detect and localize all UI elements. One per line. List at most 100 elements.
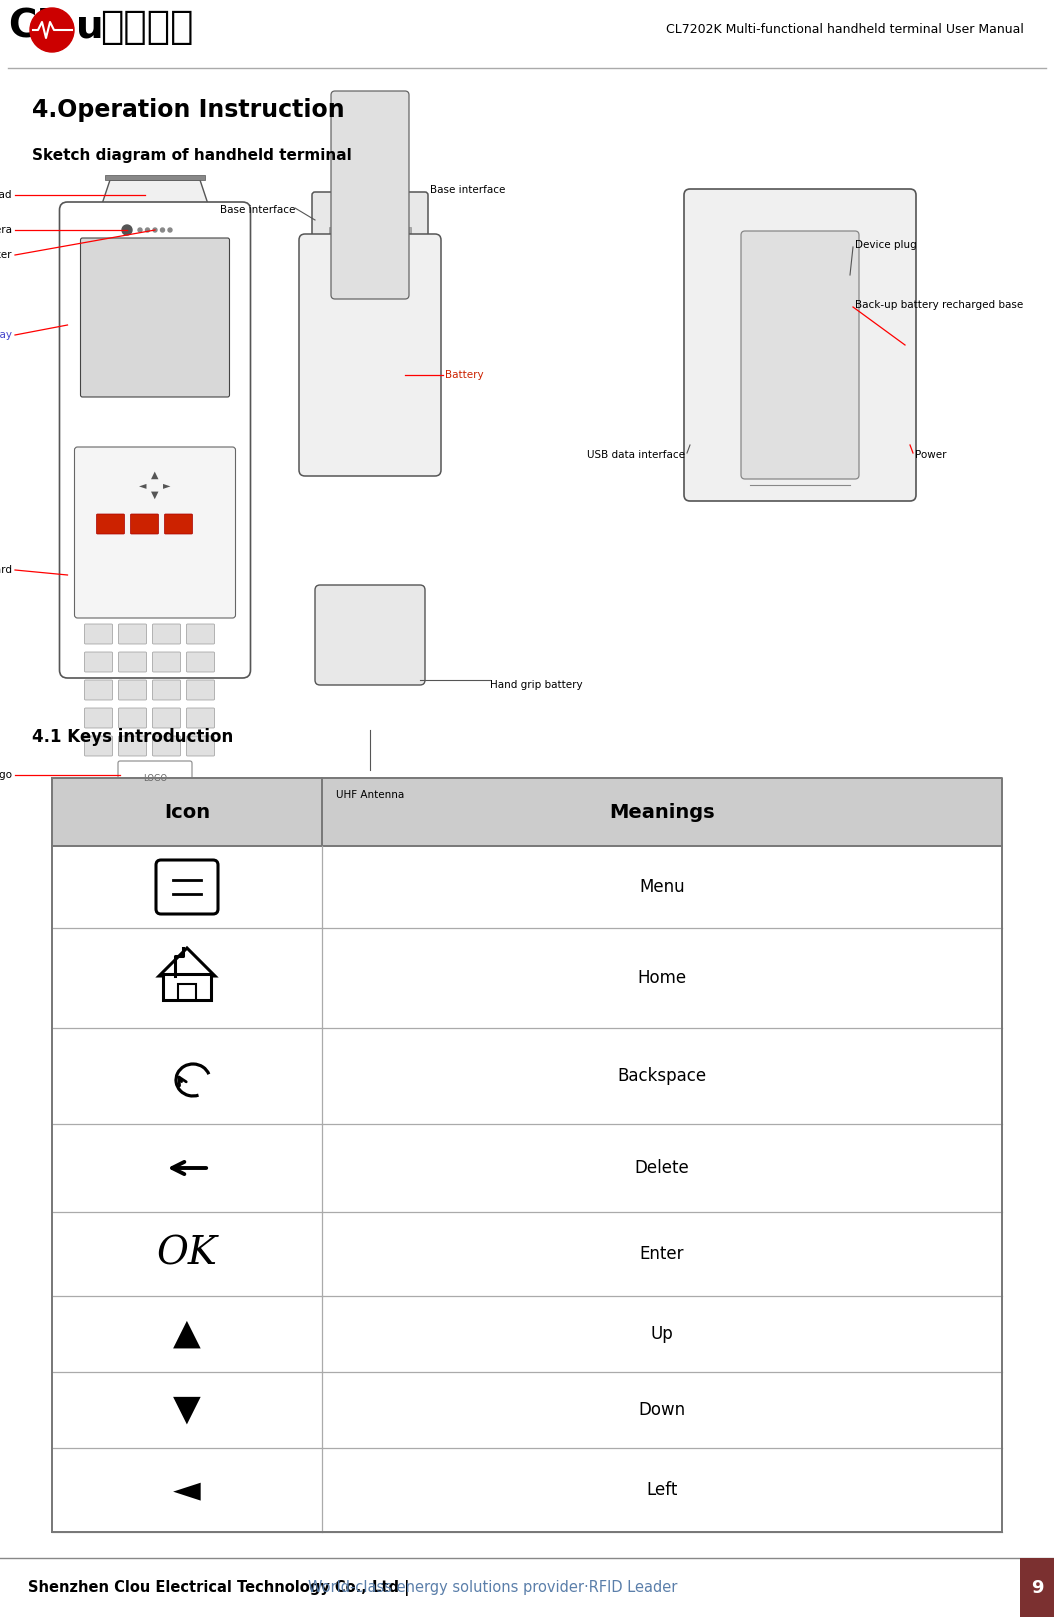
FancyBboxPatch shape (118, 652, 147, 673)
FancyBboxPatch shape (118, 736, 147, 757)
Bar (52, 1447, 1002, 1531)
FancyBboxPatch shape (299, 234, 441, 475)
Text: Logo: Logo (0, 770, 12, 779)
FancyBboxPatch shape (75, 446, 235, 618)
Circle shape (145, 228, 150, 231)
FancyBboxPatch shape (80, 238, 230, 398)
Bar (178, 985, 196, 999)
FancyBboxPatch shape (153, 652, 180, 673)
Bar (1020, 1559, 1054, 1617)
FancyBboxPatch shape (331, 91, 409, 299)
FancyBboxPatch shape (118, 762, 192, 787)
Circle shape (168, 228, 172, 231)
Text: 科陆电子: 科陆电子 (100, 8, 194, 45)
Bar (52, 846, 1002, 928)
Text: Battery: Battery (445, 370, 484, 380)
Polygon shape (159, 948, 215, 977)
FancyBboxPatch shape (84, 652, 113, 673)
Bar (392, 226, 398, 234)
FancyBboxPatch shape (153, 708, 180, 728)
Text: World-class energy solutions provider·RFID Leader: World-class energy solutions provider·RF… (308, 1580, 678, 1594)
FancyBboxPatch shape (164, 514, 193, 534)
Text: ◄: ◄ (139, 480, 147, 490)
Bar (405, 226, 411, 234)
Text: CL: CL (8, 8, 61, 45)
Circle shape (30, 8, 74, 52)
Text: CL7202K Multi-functional handheld terminal User Manual: CL7202K Multi-functional handheld termin… (666, 24, 1024, 37)
Text: Icon: Icon (164, 802, 210, 821)
FancyBboxPatch shape (153, 681, 180, 700)
Text: Enter: Enter (640, 1245, 684, 1263)
Text: Scanning head: Scanning head (0, 191, 12, 201)
Text: ▼: ▼ (173, 1392, 201, 1426)
FancyBboxPatch shape (84, 708, 113, 728)
Text: 4.1 Keys introduction: 4.1 Keys introduction (32, 728, 233, 745)
Text: Power: Power (915, 450, 946, 459)
Text: Backspace: Backspace (618, 1067, 706, 1085)
FancyBboxPatch shape (118, 624, 147, 644)
Text: Sketch diagram of handheld terminal: Sketch diagram of handheld terminal (32, 149, 352, 163)
FancyBboxPatch shape (741, 231, 859, 479)
FancyBboxPatch shape (312, 192, 428, 247)
Bar (341, 226, 348, 234)
Circle shape (153, 228, 157, 231)
Text: LCD Display: LCD Display (0, 330, 12, 340)
Circle shape (133, 462, 177, 508)
Text: LOGO: LOGO (143, 775, 168, 783)
Text: ◄: ◄ (173, 1473, 201, 1507)
FancyBboxPatch shape (84, 681, 113, 700)
Bar (52, 778, 1002, 846)
Text: u: u (76, 8, 103, 45)
FancyBboxPatch shape (153, 736, 180, 757)
Bar (329, 226, 335, 234)
Text: Down: Down (639, 1400, 685, 1420)
Text: Camera: Camera (0, 225, 12, 234)
Text: OK: OK (157, 1235, 217, 1273)
Text: Left: Left (646, 1481, 678, 1499)
Text: Back-up battery recharged base: Back-up battery recharged base (855, 301, 1023, 310)
Text: Keyboard: Keyboard (0, 564, 12, 576)
FancyBboxPatch shape (84, 624, 113, 644)
FancyBboxPatch shape (684, 189, 916, 501)
Circle shape (160, 228, 164, 231)
Text: UHF Antenna: UHF Antenna (336, 791, 404, 800)
Text: Up: Up (650, 1324, 674, 1344)
Bar (52, 1028, 1002, 1124)
Text: Menu: Menu (639, 878, 685, 896)
Bar (163, 973, 211, 999)
Bar (379, 226, 386, 234)
Text: Delete: Delete (635, 1159, 689, 1177)
FancyBboxPatch shape (131, 514, 158, 534)
FancyBboxPatch shape (187, 736, 215, 757)
Text: Speaker: Speaker (0, 251, 12, 260)
Bar (354, 226, 360, 234)
Text: ▲: ▲ (173, 1316, 201, 1350)
FancyBboxPatch shape (59, 202, 251, 678)
Bar (52, 1213, 1002, 1295)
Text: Base interface: Base interface (430, 184, 505, 196)
FancyBboxPatch shape (118, 681, 147, 700)
Text: ▼: ▼ (152, 490, 159, 500)
Text: Base interface: Base interface (219, 205, 295, 215)
Polygon shape (100, 179, 210, 210)
Bar (52, 1371, 1002, 1447)
Text: 4.Operation Instruction: 4.Operation Instruction (32, 99, 345, 121)
Text: ▲: ▲ (152, 471, 159, 480)
Text: Shenzhen Clou Electrical Technology Co., Ltd |: Shenzhen Clou Electrical Technology Co.,… (28, 1580, 410, 1596)
Text: 9: 9 (1031, 1578, 1043, 1596)
Circle shape (122, 225, 132, 234)
Bar (367, 226, 373, 234)
FancyBboxPatch shape (187, 708, 215, 728)
FancyBboxPatch shape (153, 624, 180, 644)
Bar (52, 1295, 1002, 1371)
FancyBboxPatch shape (187, 624, 215, 644)
FancyBboxPatch shape (84, 736, 113, 757)
FancyBboxPatch shape (315, 585, 425, 686)
Text: Device plug: Device plug (855, 239, 917, 251)
Bar (52, 928, 1002, 1028)
FancyBboxPatch shape (105, 175, 204, 179)
Text: Meanings: Meanings (609, 802, 715, 821)
FancyBboxPatch shape (97, 514, 124, 534)
FancyBboxPatch shape (156, 860, 218, 914)
Text: Home: Home (638, 969, 686, 986)
